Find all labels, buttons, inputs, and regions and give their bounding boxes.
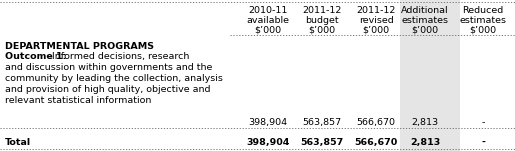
Text: 398,904: 398,904 bbox=[246, 138, 289, 147]
Text: revised: revised bbox=[358, 16, 393, 25]
Text: $’000: $’000 bbox=[254, 26, 282, 35]
Text: 566,670: 566,670 bbox=[354, 138, 398, 147]
Text: $’000: $’000 bbox=[470, 26, 496, 35]
Text: -: - bbox=[481, 138, 485, 147]
Text: relevant statistical information: relevant statistical information bbox=[5, 96, 151, 105]
Text: 566,670: 566,670 bbox=[356, 118, 396, 127]
Text: -: - bbox=[482, 118, 485, 127]
Text: Informed decisions, research: Informed decisions, research bbox=[49, 52, 190, 61]
Text: community by leading the collection, analysis: community by leading the collection, ana… bbox=[5, 74, 223, 83]
Text: estimates: estimates bbox=[459, 16, 506, 25]
Text: 563,857: 563,857 bbox=[300, 138, 344, 147]
Text: $’000: $’000 bbox=[308, 26, 336, 35]
Text: available: available bbox=[247, 16, 289, 25]
Text: 2011-12: 2011-12 bbox=[356, 6, 396, 15]
Text: $’000: $’000 bbox=[363, 26, 389, 35]
Text: budget: budget bbox=[305, 16, 339, 25]
Text: 563,857: 563,857 bbox=[302, 118, 341, 127]
Text: estimates: estimates bbox=[402, 16, 449, 25]
Text: DEPARTMENTAL PROGRAMS: DEPARTMENTAL PROGRAMS bbox=[5, 42, 154, 51]
Bar bbox=[400, 0, 460, 151]
Text: and provision of high quality, objective and: and provision of high quality, objective… bbox=[5, 85, 211, 94]
Text: 398,904: 398,904 bbox=[248, 118, 287, 127]
Text: 2011-12: 2011-12 bbox=[302, 6, 341, 15]
Text: Total: Total bbox=[5, 138, 31, 147]
Text: and discussion within governments and the: and discussion within governments and th… bbox=[5, 63, 212, 72]
Text: 2010-11: 2010-11 bbox=[248, 6, 288, 15]
Text: Reduced: Reduced bbox=[462, 6, 504, 15]
Text: $’000: $’000 bbox=[411, 26, 439, 35]
Text: Outcome 1:: Outcome 1: bbox=[5, 52, 66, 61]
Text: Additional: Additional bbox=[401, 6, 449, 15]
Text: 2,813: 2,813 bbox=[411, 118, 439, 127]
Text: 2,813: 2,813 bbox=[410, 138, 440, 147]
